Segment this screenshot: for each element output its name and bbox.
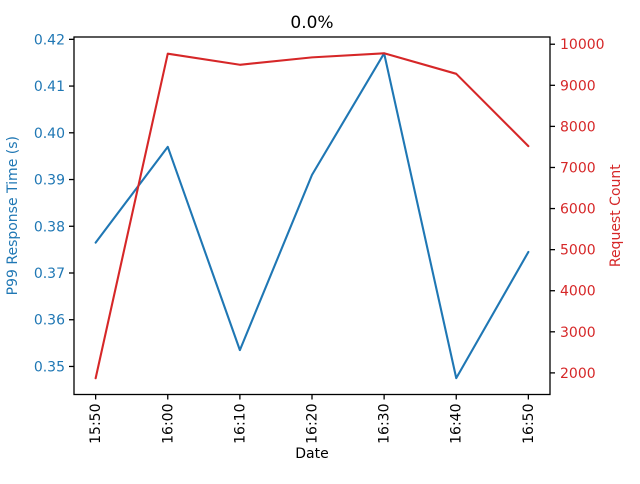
left-axis-label: P99 Response Time (s)	[5, 136, 21, 295]
x-tick-label: 16:10	[232, 404, 248, 444]
right-tick-label: 4000	[560, 284, 596, 300]
right-tick-label: 8000	[560, 119, 596, 135]
left-tick-label: 0.41	[34, 79, 65, 95]
x-axis-label: Date	[295, 446, 328, 462]
right-tick-label: 7000	[560, 160, 596, 176]
left-tick-label: 0.39	[34, 173, 65, 189]
left-tick-label: 0.37	[34, 266, 65, 282]
right-tick-label: 6000	[560, 202, 596, 218]
left-tick-label: 0.40	[34, 126, 65, 142]
left-tick-label: 0.35	[34, 359, 65, 375]
series-line-1	[94, 52, 530, 380]
x-tick-label: 16:20	[305, 404, 321, 444]
right-tick-label: 2000	[560, 366, 596, 382]
x-tick-label: 16:30	[377, 404, 393, 444]
right-tick-label: 5000	[560, 243, 596, 259]
x-tick-label: 16:00	[160, 404, 176, 444]
plot-layer: 0.35 0.36 0.37 0.38 0.39 0.40 0.41 0.42 2000 3000…	[34, 32, 605, 444]
x-tick-label: 16:40	[449, 404, 465, 444]
right-tick-label: 10000	[560, 37, 605, 53]
x-tick-label: 15:50	[88, 404, 104, 444]
chart-title: 0.0%	[290, 13, 333, 33]
right-tick-label: 3000	[560, 325, 596, 341]
left-tick-label: 0.36	[34, 313, 65, 329]
right-tick-label: 9000	[560, 78, 596, 94]
x-tick-label: 16:50	[521, 404, 537, 444]
left-tick-label: 0.42	[34, 32, 65, 48]
left-tick-label: 0.38	[34, 219, 65, 235]
series-line-0	[94, 52, 530, 380]
right-axis-label: Request Count	[608, 164, 624, 267]
plot-border	[73, 36, 551, 396]
